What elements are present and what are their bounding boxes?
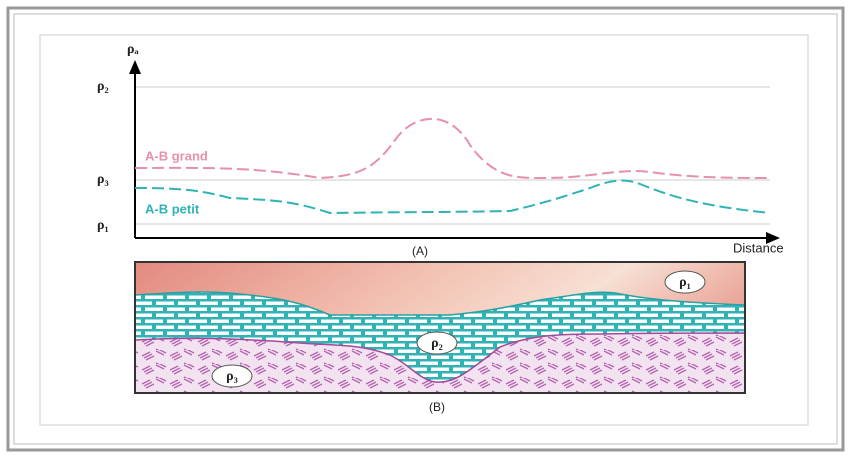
caption: (B) xyxy=(429,400,445,414)
curve-petit xyxy=(134,179,771,215)
curve-grand xyxy=(134,117,771,180)
layer-badge xyxy=(211,364,253,388)
layer-label: ρ₁ xyxy=(679,275,691,290)
caption: (A) xyxy=(412,244,428,258)
layer-badge xyxy=(664,270,706,294)
level-label: ρ₂ xyxy=(97,79,109,94)
panel-b: ρ₁ ρ₂ ρ₃ (B) xyxy=(134,261,746,414)
level-label: ρ₁ xyxy=(97,218,109,233)
panel-a: ρₐ ρ₂ ρ₃ ρ₁ A-B grand A-B petit Distance… xyxy=(97,42,784,258)
y-axis-label: ρₐ xyxy=(127,42,139,57)
y-arrow xyxy=(129,60,141,74)
section-frame xyxy=(134,261,746,394)
curve-label: A-B grand xyxy=(145,148,208,163)
layer-label: ρ₃ xyxy=(226,369,238,384)
x-axis-label: Distance xyxy=(733,240,784,255)
curve-label: A-B petit xyxy=(145,201,200,216)
x-arrow xyxy=(766,232,780,244)
inner-frame xyxy=(13,13,838,445)
layer-badge xyxy=(416,331,458,355)
level-label: ρ₃ xyxy=(97,172,109,187)
layer-label: ρ₂ xyxy=(431,336,443,351)
layer-bottom xyxy=(134,332,746,394)
